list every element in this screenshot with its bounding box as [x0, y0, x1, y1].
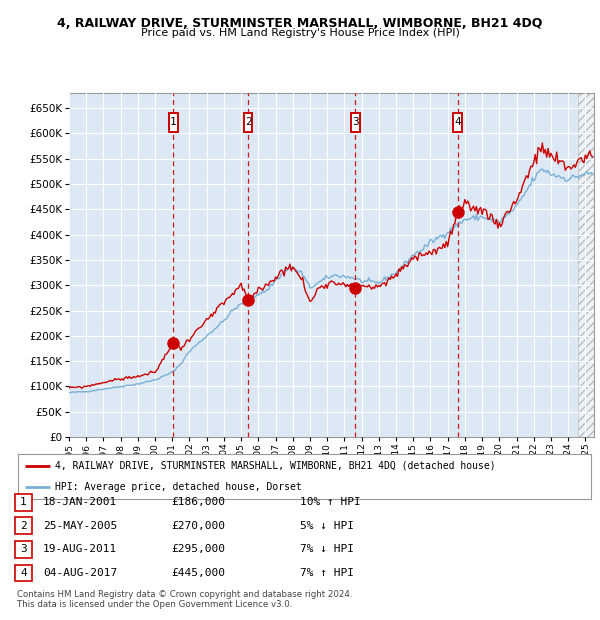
Text: £295,000: £295,000: [171, 544, 225, 554]
Text: 18-JAN-2001: 18-JAN-2001: [43, 497, 118, 507]
Text: 19-AUG-2011: 19-AUG-2011: [43, 544, 118, 554]
Text: 04-AUG-2017: 04-AUG-2017: [43, 568, 118, 578]
Text: 25-MAY-2005: 25-MAY-2005: [43, 521, 118, 531]
Text: 3: 3: [352, 117, 359, 127]
Text: HPI: Average price, detached house, Dorset: HPI: Average price, detached house, Dors…: [55, 482, 302, 492]
Text: 1: 1: [170, 117, 176, 127]
Text: 7% ↑ HPI: 7% ↑ HPI: [300, 568, 354, 578]
Text: 4: 4: [454, 117, 461, 127]
Text: This data is licensed under the Open Government Licence v3.0.: This data is licensed under the Open Gov…: [17, 600, 292, 609]
Text: 2: 2: [245, 117, 251, 127]
Text: 4, RAILWAY DRIVE, STURMINSTER MARSHALL, WIMBORNE, BH21 4DQ (detached house): 4, RAILWAY DRIVE, STURMINSTER MARSHALL, …: [55, 461, 496, 471]
Text: £445,000: £445,000: [171, 568, 225, 578]
Text: 7% ↓ HPI: 7% ↓ HPI: [300, 544, 354, 554]
Text: 4, RAILWAY DRIVE, STURMINSTER MARSHALL, WIMBORNE, BH21 4DQ: 4, RAILWAY DRIVE, STURMINSTER MARSHALL, …: [58, 17, 542, 30]
Text: 5% ↓ HPI: 5% ↓ HPI: [300, 521, 354, 531]
Text: £270,000: £270,000: [171, 521, 225, 531]
Text: 1: 1: [20, 497, 27, 507]
Bar: [454, 113, 463, 132]
Text: 10% ↑ HPI: 10% ↑ HPI: [300, 497, 361, 507]
Bar: [244, 113, 253, 132]
Text: 4: 4: [20, 568, 27, 578]
Text: £186,000: £186,000: [171, 497, 225, 507]
Text: Price paid vs. HM Land Registry's House Price Index (HPI): Price paid vs. HM Land Registry's House …: [140, 28, 460, 38]
Text: 2: 2: [20, 521, 27, 531]
Bar: [169, 113, 178, 132]
Text: 3: 3: [20, 544, 27, 554]
Bar: [351, 113, 360, 132]
Text: Contains HM Land Registry data © Crown copyright and database right 2024.: Contains HM Land Registry data © Crown c…: [17, 590, 352, 599]
